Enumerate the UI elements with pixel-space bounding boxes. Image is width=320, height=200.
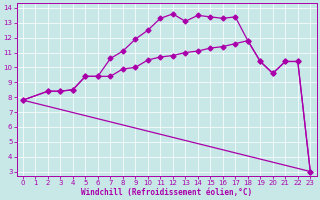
X-axis label: Windchill (Refroidissement éolien,°C): Windchill (Refroidissement éolien,°C)	[81, 188, 252, 197]
